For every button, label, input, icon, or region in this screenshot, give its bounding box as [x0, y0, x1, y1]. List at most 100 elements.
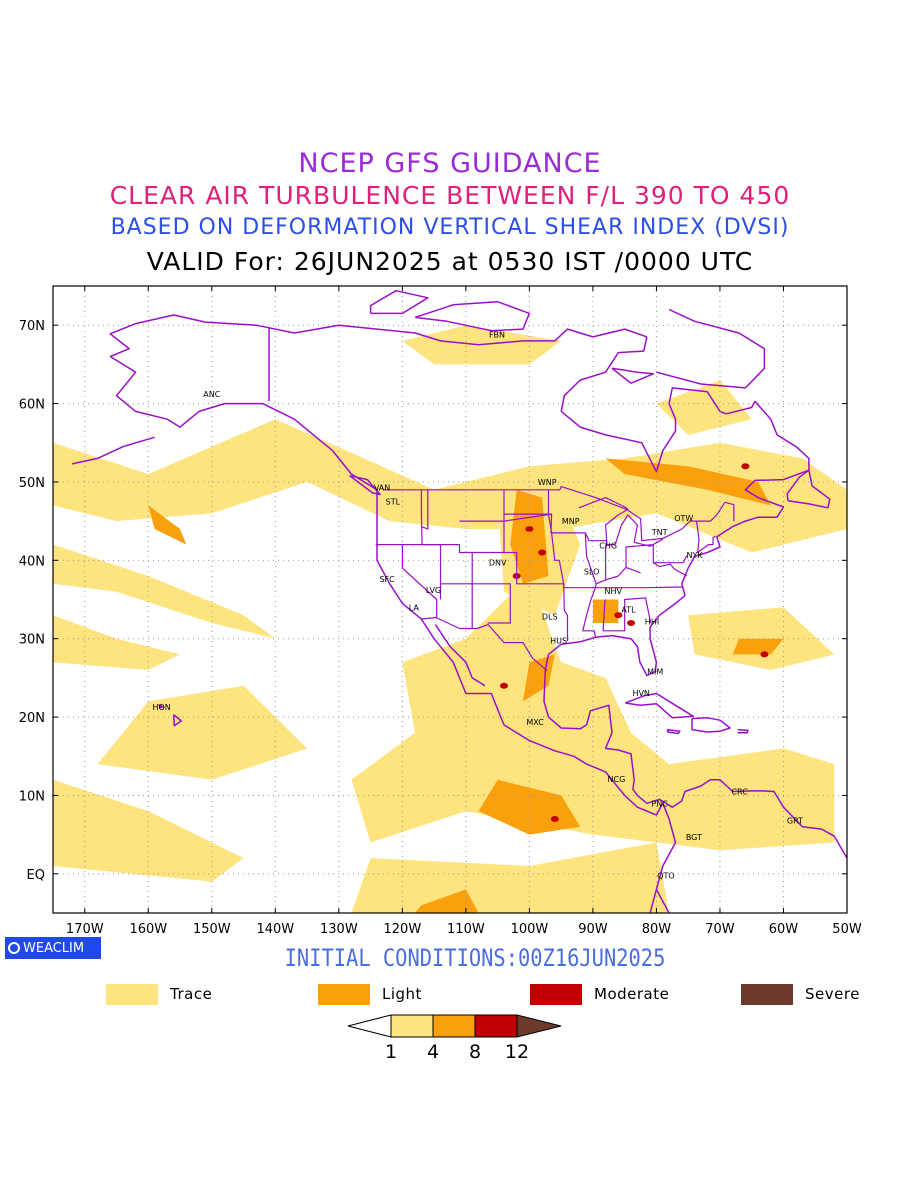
x-tick-label: 90W [578, 922, 608, 937]
legend-swatch [741, 983, 793, 1005]
coastline [560, 336, 648, 412]
political-border [595, 566, 641, 585]
colorbar-segment [474, 1014, 518, 1038]
moderate-spot [550, 815, 559, 822]
x-tick-label: 80W [642, 922, 672, 937]
station-label: FBN [489, 331, 505, 340]
station-label: NYK [686, 551, 703, 560]
political-border [695, 521, 716, 554]
political-border [421, 489, 429, 530]
coastline [369, 289, 429, 315]
x-tick-label: 130W [320, 922, 358, 937]
coastline [109, 355, 677, 913]
legend-swatch [318, 983, 370, 1005]
station-label: MXC [526, 718, 544, 727]
coastline [786, 469, 831, 509]
station-label: PNC [651, 799, 668, 808]
coastlines [71, 289, 847, 913]
station-label: LVG [426, 586, 441, 595]
station-label: LA [409, 603, 420, 612]
colorbar: 1 4 8 12 [347, 1014, 562, 1063]
x-tick-label: 60W [769, 922, 799, 937]
coastline [666, 728, 681, 735]
trace-area [351, 842, 670, 913]
logo-text: WEACLIM [23, 940, 85, 956]
legend-swatch [530, 983, 582, 1005]
colorbar-upper-triangle [516, 1014, 562, 1038]
legend-trace: Trace [106, 983, 212, 1005]
station-label: MNP [562, 517, 580, 526]
legend-swatch [106, 983, 158, 1005]
political-border [547, 489, 569, 641]
legend-label: Severe [805, 985, 860, 1003]
station-label: MIM [647, 668, 663, 677]
y-tick-label: 70N [19, 319, 45, 334]
coastline [434, 624, 486, 687]
coastline [846, 395, 847, 397]
logo-circle-icon [8, 942, 20, 954]
station-label: SLO [584, 567, 600, 576]
station-label: VAN [374, 483, 390, 492]
station-labels: ANC FBN VAN STL WNP MNP OTW TNT CHG NYK DNV SFC SLO L… [152, 331, 803, 881]
station-label: OTW [674, 514, 693, 523]
coastline [543, 669, 847, 859]
moderate-spot [614, 612, 623, 619]
colorbar-label: 12 [505, 1041, 529, 1063]
x-tick-label: 160W [129, 922, 167, 937]
political-border [604, 540, 608, 580]
legend-label: Trace [170, 985, 213, 1003]
coastline [71, 436, 155, 465]
station-label: CHG [599, 541, 617, 550]
x-tick-label: 100W [511, 922, 549, 937]
station-label: ANC [203, 390, 220, 399]
station-label: DNV [489, 559, 507, 568]
station-label: NHV [605, 587, 623, 596]
legend-label: Moderate [594, 985, 670, 1003]
station-label: HON [152, 703, 170, 712]
moderate-spot [499, 682, 508, 689]
political-border [625, 543, 688, 568]
station-label: QTO [657, 871, 674, 880]
turbulence-field [53, 325, 847, 913]
legend-label: Light [382, 985, 422, 1003]
valid-time: VALID For: 26JUN2025 at 0530 IST /0000 U… [146, 247, 754, 276]
coastline [414, 300, 531, 332]
moderate-spot [741, 463, 750, 470]
y-tick-label: 40N [19, 554, 45, 569]
political-border [652, 562, 688, 577]
weaclim-logo: WEACLIM [5, 937, 101, 959]
x-tick-label: 150W [193, 922, 231, 937]
map-axes: 170W 160W 150W 140W 130W 120W 110W 100W 90W 80W 70… [19, 286, 862, 937]
station-label: SFC [379, 575, 395, 584]
moderate-spot [538, 549, 547, 556]
station-label: WNP [538, 478, 557, 487]
initial-conditions: INITIAL CONDITIONS:00Z16JUN2025 [284, 944, 666, 972]
station-label: HHI [645, 617, 659, 626]
station-label: STL [386, 498, 401, 507]
political-border [503, 489, 551, 554]
x-tick-label: 50W [832, 922, 862, 937]
y-tick-label: 50N [19, 476, 45, 491]
trace-area [53, 544, 276, 639]
legend-moderate: Moderate [530, 983, 669, 1005]
y-tick-label: EQ [27, 868, 45, 883]
map-frame [52, 285, 848, 914]
political-border [401, 544, 438, 618]
light-area [732, 638, 784, 655]
legend-light: Light [318, 983, 422, 1005]
moderate-spot [760, 651, 769, 658]
trace-area [688, 607, 835, 670]
y-tick-label: 60N [19, 398, 45, 413]
light-area [592, 599, 619, 623]
political-border [578, 497, 664, 547]
station-label: NCG [608, 775, 626, 784]
station-label: TNT [651, 528, 668, 537]
colorbar-segment [432, 1014, 476, 1038]
trace-area [53, 779, 244, 882]
chart-subtitle: CLEAR AIR TURBULENCE BETWEEN F/L 390 TO … [109, 181, 791, 210]
coastline [158, 703, 164, 709]
political-border [382, 486, 735, 542]
coastline [655, 889, 670, 913]
light-area [415, 889, 479, 913]
chart-title: NCEP GFS GUIDANCE [298, 148, 602, 179]
